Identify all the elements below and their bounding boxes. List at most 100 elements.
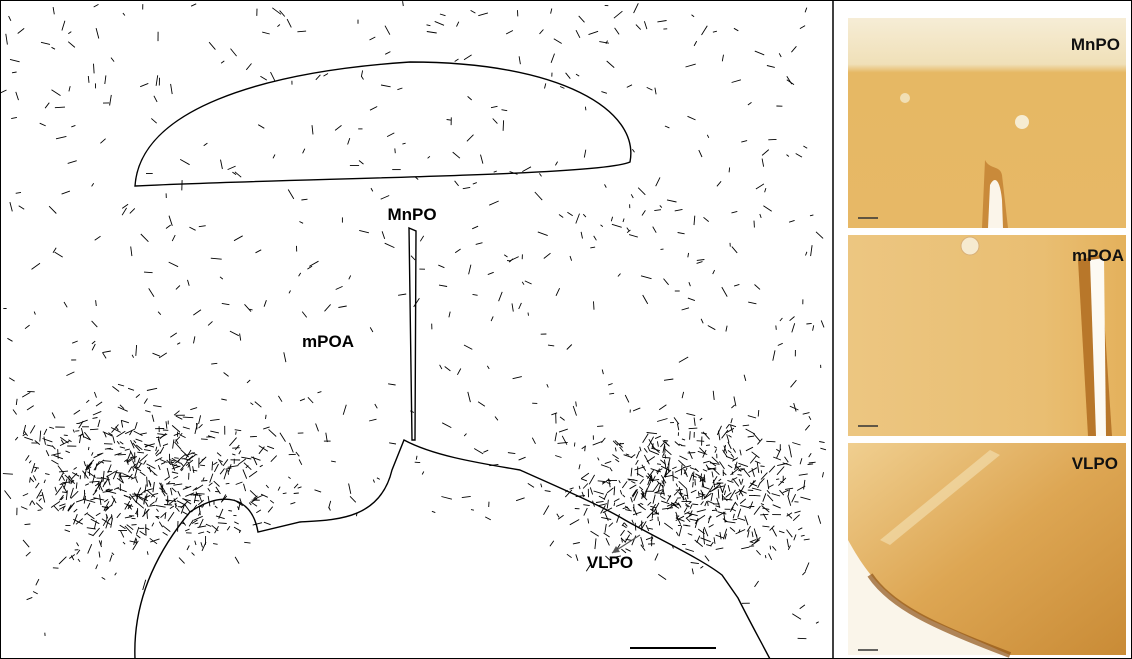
fiber — [699, 150, 702, 157]
fiber — [156, 505, 166, 507]
fiber — [728, 465, 732, 468]
fiber — [244, 463, 251, 470]
fiber — [567, 554, 572, 558]
fiber — [289, 291, 291, 294]
fiber — [757, 462, 759, 473]
fiber — [141, 234, 149, 242]
fiber — [609, 393, 614, 394]
fiber — [800, 497, 810, 500]
fiber — [414, 298, 420, 307]
fiber — [608, 384, 613, 386]
fiber — [260, 76, 266, 80]
fiber — [665, 126, 670, 128]
fiber — [96, 402, 102, 406]
fiber — [634, 3, 639, 13]
fiber — [758, 410, 759, 416]
fiber — [115, 473, 122, 474]
fiber — [767, 66, 775, 68]
fiber — [40, 123, 46, 126]
fiber — [767, 490, 770, 493]
fiber — [776, 449, 779, 451]
fiber — [138, 464, 141, 469]
fiber — [748, 436, 754, 437]
fiber — [691, 563, 699, 564]
fiber — [235, 557, 239, 564]
fiber — [688, 253, 689, 257]
fiber — [318, 392, 322, 393]
fiber — [752, 488, 761, 490]
fiber — [754, 506, 760, 514]
fiber — [689, 282, 691, 286]
fiber — [657, 464, 661, 465]
fiber — [688, 298, 695, 301]
fiber — [79, 420, 88, 423]
panel-label: mPOA — [1072, 246, 1124, 265]
fiber — [713, 31, 717, 32]
fiber — [686, 518, 690, 522]
fiber — [605, 524, 606, 533]
fiber — [791, 46, 796, 52]
fiber — [750, 455, 757, 463]
fiber — [607, 500, 608, 509]
fiber — [653, 483, 659, 492]
fiber — [106, 491, 116, 494]
fiber — [491, 316, 493, 321]
fiber — [185, 487, 188, 488]
fiber — [540, 30, 544, 34]
fiber — [420, 236, 423, 242]
fiber — [144, 460, 147, 464]
fiber — [214, 481, 220, 486]
fiber — [59, 557, 66, 564]
fiber — [96, 300, 97, 306]
fiber — [758, 483, 761, 488]
fiber — [125, 449, 130, 450]
fiber — [736, 530, 746, 534]
fiber — [74, 467, 77, 469]
micrograph-panel: VLPO — [848, 443, 1126, 655]
fiber — [701, 319, 703, 324]
fiber — [611, 217, 612, 221]
fiber — [280, 433, 286, 442]
fiber — [472, 226, 478, 229]
fiber — [539, 173, 541, 176]
fiber — [598, 458, 599, 461]
fiber — [769, 466, 775, 473]
fiber — [808, 464, 814, 465]
fiber — [166, 421, 167, 428]
fiber — [506, 31, 513, 35]
fiber — [689, 451, 693, 459]
fiber — [613, 441, 618, 446]
fiber — [755, 51, 764, 55]
fiber — [585, 107, 586, 111]
fiber — [612, 224, 622, 227]
fiber — [243, 469, 247, 478]
fiber — [731, 454, 734, 458]
fiber — [246, 64, 251, 70]
fiber — [755, 285, 761, 290]
fiber — [377, 478, 380, 480]
fiber — [36, 579, 39, 585]
fiber — [740, 499, 746, 504]
fiber — [249, 503, 251, 506]
fiber — [654, 503, 659, 511]
fiber — [130, 457, 137, 458]
fiber — [619, 480, 621, 483]
fiber — [464, 434, 466, 437]
fiber — [152, 523, 154, 527]
fiber — [556, 288, 560, 296]
fiber — [61, 483, 67, 492]
fiber — [606, 538, 609, 545]
fiber — [738, 475, 742, 476]
fiber — [179, 558, 185, 564]
fiber — [544, 506, 549, 515]
fiber — [74, 509, 78, 512]
fiber — [614, 11, 623, 18]
fiber — [85, 513, 88, 516]
fiber — [478, 402, 485, 407]
fiber — [654, 210, 661, 211]
fiber — [648, 502, 651, 505]
fiber — [733, 478, 739, 486]
fiber — [640, 479, 644, 484]
fiber — [677, 424, 678, 431]
fiber — [440, 365, 442, 369]
